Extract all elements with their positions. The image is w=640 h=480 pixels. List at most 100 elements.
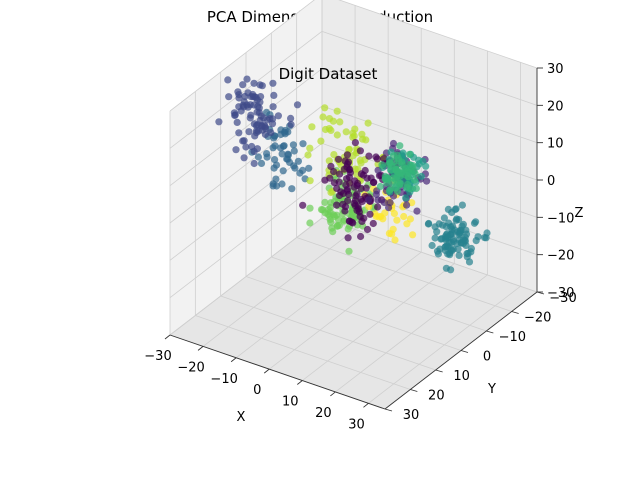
data-point [361,166,369,175]
data-point [381,209,389,217]
data-point [242,143,250,151]
data-point [308,123,316,131]
gridline-z [169,0,315,112]
data-point [363,225,372,234]
y-tick-label: 30 [403,408,420,423]
data-point [453,215,461,223]
gridline-y [296,237,512,312]
data-point [287,120,295,129]
data-point [444,250,452,258]
y-tick-label: 0 [483,350,491,365]
x-tick-label: 0 [253,383,261,398]
data-point [350,132,358,140]
data-point [269,115,277,123]
data-point [365,152,373,160]
axis-ticks: −30 −20 −10 0 10 20 30 −30 −20 −10 0 10 20 30 −30 −20 −1… [144,62,576,432]
data-point [431,223,439,231]
data-point [340,165,348,173]
data-point [483,229,491,237]
y-tick [435,369,443,373]
data-point [257,122,265,130]
data-point [327,126,335,134]
data-point [364,119,372,127]
y-tick [384,408,393,412]
data-point [406,150,414,158]
data-point [240,103,248,111]
data-point [334,216,342,224]
data-point [336,170,344,178]
z-axis-label: Z [575,206,584,221]
data-point [269,182,277,190]
data-point [305,164,313,172]
data-point [411,176,419,184]
data-point [357,195,365,203]
data-point [250,147,258,155]
data-point [458,201,466,209]
data-point [279,167,287,175]
data-point [269,79,277,87]
data-point [356,156,364,164]
data-point [409,231,417,239]
data-point [333,201,341,209]
data-point [453,239,461,248]
data-point [319,113,327,121]
data-point [306,177,314,185]
data-point [234,88,242,96]
x-tick-label: 20 [315,406,332,421]
data-point [281,130,289,138]
z-tick-label: −30 [547,286,574,301]
data-point [231,111,239,119]
data-point [327,188,335,197]
data-point [287,114,295,122]
y-tick-label: 20 [428,389,445,404]
z-tick-label: −10 [547,211,574,226]
x-tick [330,391,336,397]
data-point [270,91,278,99]
data-point [376,182,384,191]
data-point [393,173,401,181]
data-point [353,190,361,198]
data-point [455,251,463,259]
z-tick-label: 10 [547,137,564,152]
data-point [333,222,342,230]
data-point [243,75,251,83]
data-point [225,93,233,101]
data-point [319,206,327,214]
data-point [215,118,223,126]
data-point [378,161,386,169]
data-point [403,220,411,228]
x-tick-label: 30 [348,417,365,432]
data-point [334,155,343,163]
data-point [330,179,338,187]
data-point [472,237,480,245]
data-point [235,94,243,102]
data-point [380,155,388,163]
data-point [363,174,371,182]
data-point [333,131,341,139]
data-point [304,151,312,159]
data-point [472,218,480,226]
data-point [317,137,325,145]
data-point [254,153,262,161]
gridline-y [271,256,487,332]
data-point [344,225,352,233]
data-point [389,139,398,148]
data-point [349,219,357,227]
data-point [271,156,279,164]
data-point [333,107,341,115]
data-point [369,178,378,187]
data-point [391,236,399,244]
data-point [341,207,349,215]
data-point [459,236,467,244]
data-point [384,174,392,182]
data-point [462,230,471,238]
data-points [215,75,491,274]
data-point [441,243,449,251]
data-point [252,129,261,137]
z-tick-label: −20 [547,249,574,264]
data-point [434,250,442,258]
data-point [362,184,370,192]
gridline-y [220,295,436,371]
data-point [447,266,455,274]
data-point [250,101,258,109]
